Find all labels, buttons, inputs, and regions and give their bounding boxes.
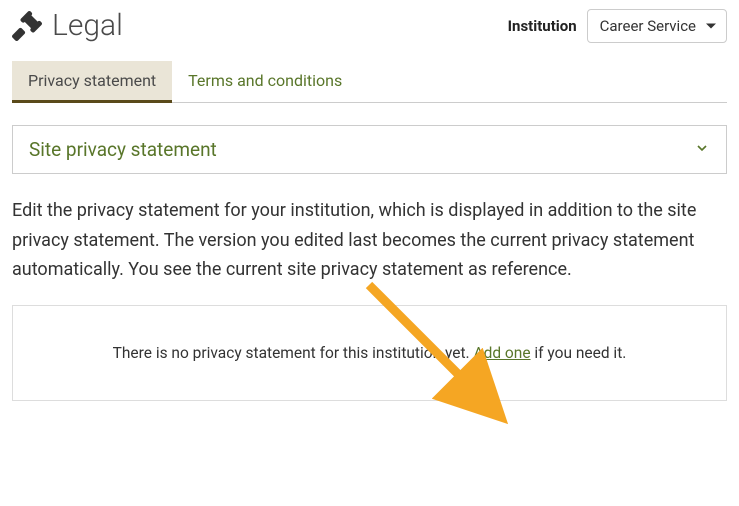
institution-group: Institution Career Service xyxy=(508,9,727,43)
caret-down-icon xyxy=(706,23,716,28)
accordion-site-privacy[interactable]: Site privacy statement xyxy=(12,125,727,174)
page-title: Legal xyxy=(52,8,123,43)
institution-selected-value: Career Service xyxy=(600,17,696,35)
gavel-icon xyxy=(12,11,42,41)
add-one-link[interactable]: Add one xyxy=(473,344,530,362)
title-group: Legal xyxy=(12,8,123,43)
empty-text-after: if you need it. xyxy=(531,344,627,362)
header-row: Legal Institution Career Service xyxy=(12,8,727,43)
accordion-title: Site privacy statement xyxy=(29,138,217,161)
tab-privacy-statement[interactable]: Privacy statement xyxy=(12,61,172,103)
institution-select[interactable]: Career Service xyxy=(587,9,727,43)
empty-state-box: There is no privacy statement for this i… xyxy=(12,305,727,401)
institution-label: Institution xyxy=(508,17,577,35)
tab-terms-and-conditions[interactable]: Terms and conditions xyxy=(172,61,358,102)
tabs: Privacy statement Terms and conditions xyxy=(12,61,727,103)
description-text: Edit the privacy statement for your inst… xyxy=(12,196,727,285)
empty-text-before: There is no privacy statement for this i… xyxy=(113,344,474,362)
chevron-down-icon xyxy=(694,140,710,160)
